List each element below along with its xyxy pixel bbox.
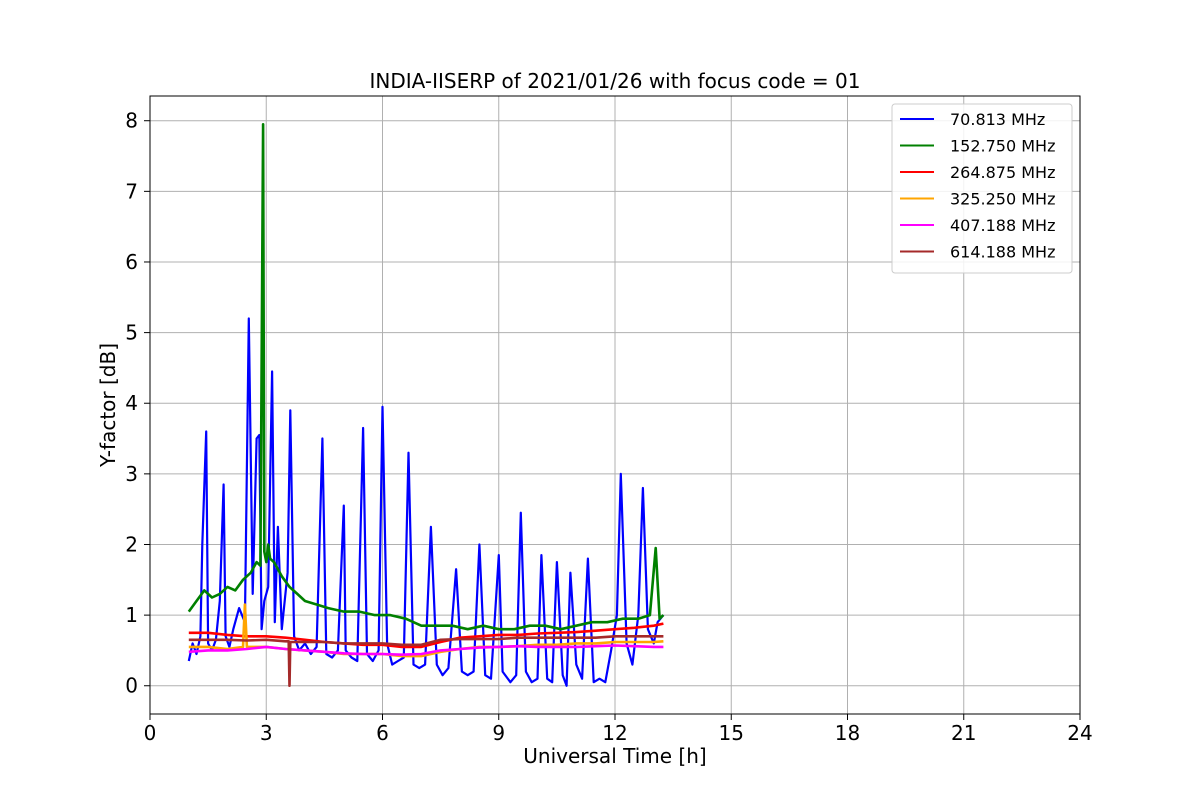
y-axis-label: Y-factor [dB] [96,343,120,468]
series-line [188,622,664,649]
y-tick-label: 2 [125,532,138,556]
y-tick-label: 8 [125,109,138,133]
legend-box [891,103,1073,274]
y-tick-label: 6 [125,250,138,274]
series-line [188,644,664,657]
legend-label: 325.250 MHz [950,190,1055,209]
x-tick-label: 18 [835,721,860,745]
x-tick-label: 6 [376,721,389,745]
legend-label: 407.188 MHz [950,216,1055,235]
y-tick-label: 3 [125,462,138,486]
x-tick-label: 0 [144,721,157,745]
legend-label: 152.750 MHz [950,137,1055,156]
x-tick-label: 3 [260,721,273,745]
y-tick-label: 1 [125,603,138,627]
x-axis-label: Universal Time [h] [523,744,706,768]
legend-label: 614.188 MHz [950,243,1055,262]
y-tick-label: 0 [125,674,138,698]
x-tick-label: 24 [1067,721,1092,745]
legend: 70.813 MHz 152.750 MHz 264.875 MHz 325.250 … [891,103,1073,274]
series-line [188,603,664,658]
x-tick-label: 21 [951,721,976,745]
series-line [187,123,665,631]
legend-label: 70.813 MHz [950,110,1045,129]
series-line [187,317,665,687]
grid [149,96,1081,714]
legend-label: 264.875 MHz [950,163,1055,182]
y-tick-label: 4 [125,391,138,415]
series-line [188,634,664,688]
x-tick-label: 9 [492,721,505,745]
x-tick-label: 15 [719,721,744,745]
series-layer [187,123,665,688]
y-tick-label: 7 [125,179,138,203]
y-tick-label: 5 [125,321,138,345]
x-tick-label: 12 [602,721,627,745]
chart-title: INDIA-IISERP of 2021/01/26 with focus co… [370,69,861,93]
